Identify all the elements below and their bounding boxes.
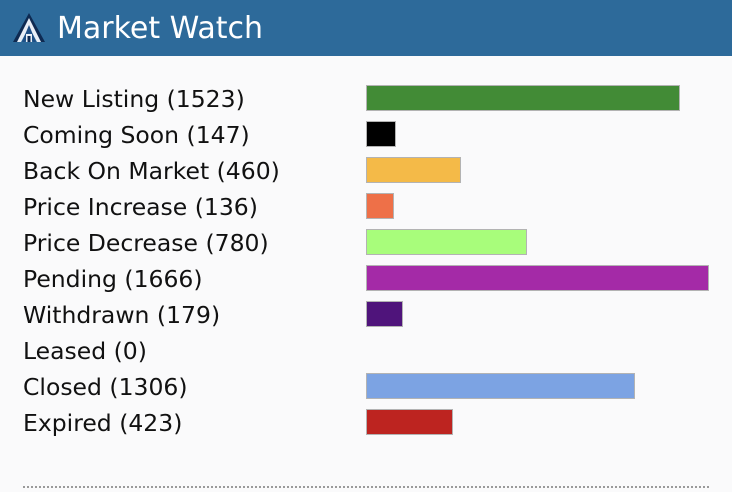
divider: [23, 486, 709, 488]
bar-pending[interactable]: [366, 265, 709, 291]
bar-label-new-listing[interactable]: New Listing (1523): [23, 85, 245, 113]
bar-label-price-increase[interactable]: Price Increase (136): [23, 193, 258, 221]
widget-header: Market Watch: [0, 0, 732, 56]
bar-row-expired: Expired (423): [0, 405, 732, 441]
bar-row-coming-soon: Coming Soon (147): [0, 117, 732, 153]
bar-row-price-decrease: Price Decrease (780): [0, 225, 732, 261]
house-logo-icon: [13, 13, 45, 42]
bar-label-withdrawn[interactable]: Withdrawn (179): [23, 301, 221, 329]
bar-track-price-increase: [366, 193, 709, 219]
bar-row-closed: Closed (1306): [0, 369, 732, 405]
bar-track-new-listing: [366, 85, 709, 111]
bar-row-leased: Leased (0): [0, 333, 732, 369]
bar-row-price-increase: Price Increase (136): [0, 189, 732, 225]
bar-label-leased[interactable]: Leased (0): [23, 337, 147, 365]
bar-label-expired[interactable]: Expired (423): [23, 409, 183, 437]
bar-row-new-listing: New Listing (1523): [0, 81, 732, 117]
bar-back-on-market[interactable]: [366, 157, 461, 183]
bar-price-decrease[interactable]: [366, 229, 527, 255]
bar-label-closed[interactable]: Closed (1306): [23, 373, 188, 401]
bar-expired[interactable]: [366, 409, 453, 435]
bar-track-withdrawn: [366, 301, 709, 327]
bar-label-price-decrease[interactable]: Price Decrease (780): [23, 229, 269, 257]
bar-closed[interactable]: [366, 373, 635, 399]
widget-title: Market Watch: [57, 11, 264, 46]
bar-price-increase[interactable]: [366, 193, 394, 219]
bar-track-back-on-market: [366, 157, 709, 183]
bar-row-back-on-market: Back On Market (460): [0, 153, 732, 189]
bar-track-pending: [366, 265, 709, 291]
bar-label-pending[interactable]: Pending (1666): [23, 265, 203, 293]
bar-coming-soon[interactable]: [366, 121, 396, 147]
bar-track-price-decrease: [366, 229, 709, 255]
bar-chart: New Listing (1523) Coming Soon (147) Back …: [0, 81, 732, 441]
bar-withdrawn[interactable]: [366, 301, 403, 327]
bar-track-expired: [366, 409, 709, 435]
bar-track-closed: [366, 373, 709, 399]
bar-row-withdrawn: Withdrawn (179): [0, 297, 732, 333]
bar-new-listing[interactable]: [366, 85, 680, 111]
bar-label-coming-soon[interactable]: Coming Soon (147): [23, 121, 250, 149]
bar-row-pending: Pending (1666): [0, 261, 732, 297]
bar-track-coming-soon: [366, 121, 709, 147]
bar-label-back-on-market[interactable]: Back On Market (460): [23, 157, 280, 185]
bar-track-leased: [366, 337, 709, 363]
